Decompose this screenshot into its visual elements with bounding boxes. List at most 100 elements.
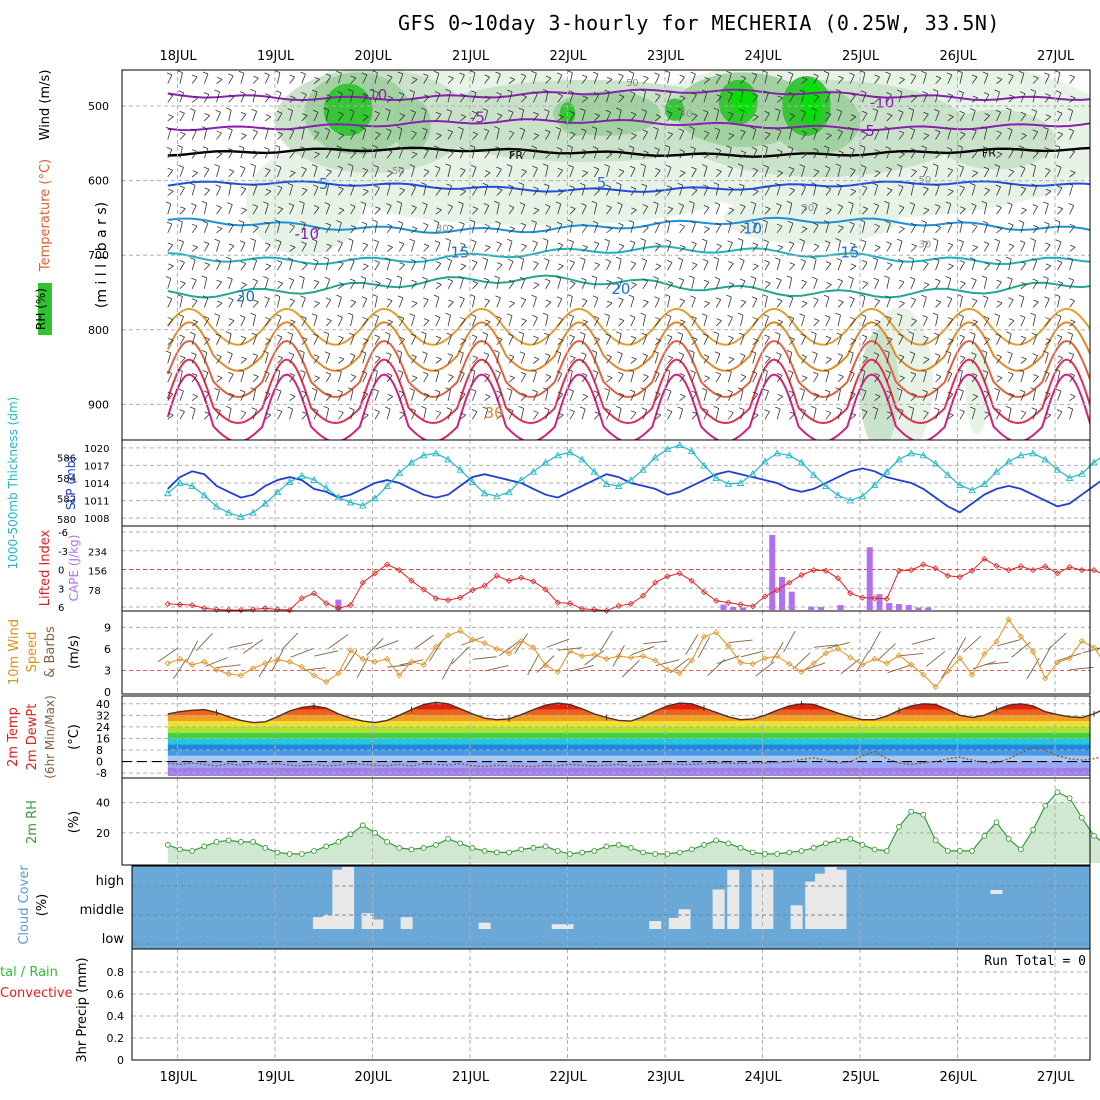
wind-barb <box>179 72 183 84</box>
wind-barb-flag <box>1069 298 1075 302</box>
wind-barb <box>630 168 636 178</box>
wind-barb <box>1044 203 1049 215</box>
wind-barb <box>1069 151 1075 159</box>
wind-barb-flag <box>763 90 769 94</box>
wind-barb-flag <box>984 336 990 340</box>
date-label: 23JUL <box>647 1070 685 1085</box>
wind-barb-flag <box>362 391 368 395</box>
wind-barb-flag <box>568 90 574 94</box>
lifted-index-marker <box>1042 563 1049 570</box>
wind-barb-flag <box>908 182 914 185</box>
wind-barb <box>301 297 306 308</box>
wind-barb <box>898 302 905 308</box>
wind-barb <box>996 186 1001 196</box>
wind-barb-flag <box>947 391 953 395</box>
wind-barb-flag <box>825 335 832 339</box>
wind-barb-flag <box>1030 163 1036 167</box>
wind-barb <box>679 76 685 84</box>
temperature-contour <box>167 274 1090 299</box>
wind-barb <box>533 263 539 271</box>
wind-barb-flag <box>435 261 442 264</box>
wind-barb <box>874 375 880 383</box>
wind-barb <box>703 241 708 252</box>
wind-barb <box>423 394 430 401</box>
wind-barb <box>667 221 671 233</box>
wind-barb-flag <box>435 186 442 190</box>
wind-barb <box>277 92 282 103</box>
wind-barb-flag <box>314 151 320 155</box>
wind-barb-flag <box>434 91 441 94</box>
wind-barb-flag <box>594 336 600 340</box>
wind-barb <box>764 113 770 122</box>
wind-barb <box>618 171 625 178</box>
wind-barb <box>520 150 527 159</box>
wind-barb-flag <box>277 280 283 284</box>
wind-barb-flag <box>764 260 770 263</box>
wind-barb-flag <box>935 224 942 228</box>
wind-barb-flag <box>447 129 453 133</box>
wind-barb <box>776 225 783 234</box>
wind-barb-flag <box>459 147 465 150</box>
wind-barb <box>886 223 891 233</box>
wind-barb-flag <box>703 130 710 134</box>
wind-barb <box>606 377 613 383</box>
wind-barb <box>411 207 417 215</box>
wind-barb <box>1020 222 1025 233</box>
wind-barb <box>581 396 588 401</box>
wind-barb <box>1032 389 1036 401</box>
wind-barb-flag <box>375 280 381 284</box>
wind-barb <box>459 278 464 289</box>
wind-barb-flag <box>347 238 354 241</box>
wind-barb-flag <box>1043 350 1049 354</box>
wind-barb <box>228 150 234 159</box>
wind-barb-flag <box>813 169 820 172</box>
wind-barb <box>532 73 537 84</box>
wind-barb-flag <box>935 278 941 282</box>
wind-barb-flag <box>629 165 636 169</box>
wind-barb <box>264 244 271 252</box>
thickness-marker <box>736 479 745 486</box>
wind-barb-flag <box>545 129 551 133</box>
wind-barb-flag <box>350 150 357 154</box>
wind-barb-flag <box>593 390 600 394</box>
wind-barb-flag <box>350 374 357 377</box>
wind-barb-flag <box>799 387 805 391</box>
wind-barb-flag <box>799 164 805 167</box>
wind-barb-flag <box>264 296 270 300</box>
wind-barb-flag <box>1033 150 1039 154</box>
wind-barb <box>411 281 417 290</box>
wind-barb <box>910 299 917 308</box>
wind-barb <box>606 166 610 177</box>
wind-barb <box>472 357 479 364</box>
wind-barb <box>398 277 403 289</box>
wind-barb <box>167 373 173 383</box>
wind-barb <box>874 185 879 196</box>
wind-barb-flag <box>947 242 953 246</box>
wind-barb <box>898 112 904 122</box>
wind-barb-flag <box>190 257 196 261</box>
wind-barb <box>532 296 537 308</box>
wind-barb <box>764 262 770 271</box>
wind-barb <box>630 296 635 308</box>
wind-barb-flag <box>214 313 220 317</box>
wind-barb <box>727 296 732 308</box>
wind-barb-flag <box>507 109 514 113</box>
wind-barb-flag <box>202 146 209 150</box>
wind-barb-flag <box>825 111 832 115</box>
wind-barb <box>935 260 940 271</box>
wind-barb <box>496 352 500 364</box>
wind-barb <box>228 320 235 327</box>
wind-barb-flag <box>374 110 380 114</box>
wind-barb-flag <box>533 186 539 190</box>
wind-barb-flag <box>568 388 574 392</box>
wind-barb-flag <box>618 94 625 98</box>
wind-barb <box>423 299 429 308</box>
wind-barb-flag <box>960 355 966 359</box>
wind-barb <box>654 393 661 401</box>
wind-barb-flag <box>606 279 612 283</box>
wind-barb <box>277 262 283 271</box>
wind-barb <box>508 356 515 364</box>
wind-barb <box>1044 129 1049 140</box>
wind-barb-flag <box>860 388 867 392</box>
wind-barb <box>423 150 429 159</box>
